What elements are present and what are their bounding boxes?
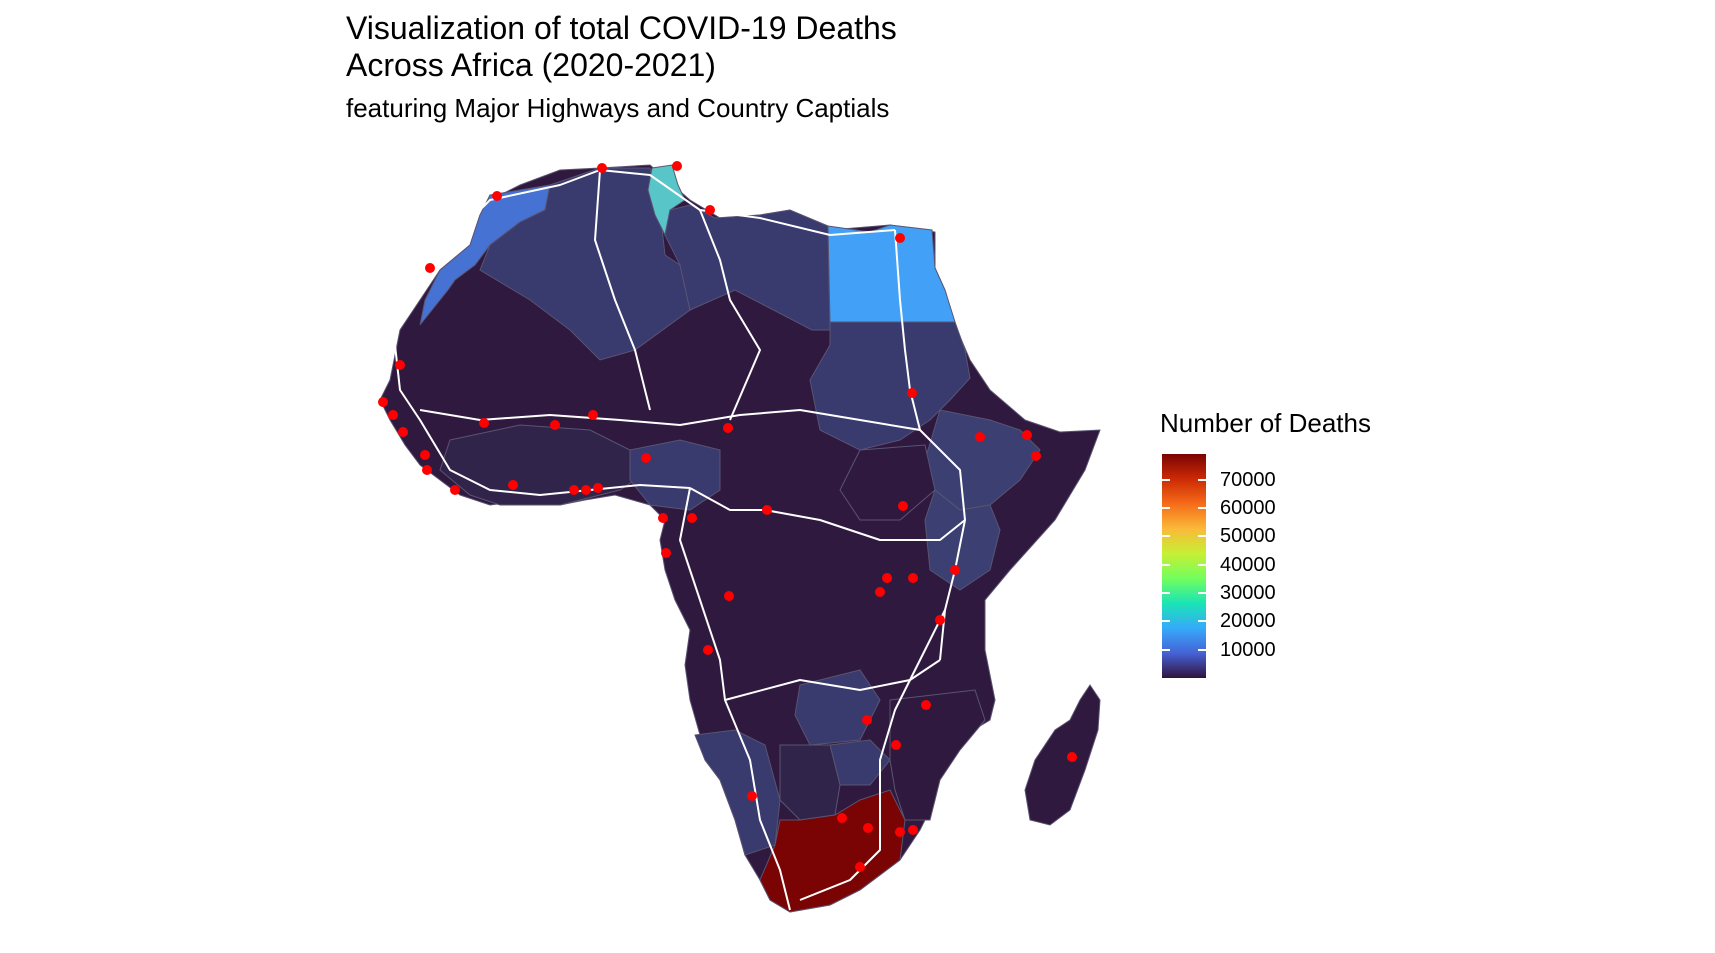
capital-marker <box>863 823 873 833</box>
legend-tick-label: 20000 <box>1220 610 1276 633</box>
south-africa-region <box>759 789 906 913</box>
capital-marker <box>762 505 772 515</box>
capital-marker <box>508 480 518 490</box>
capital-marker <box>724 591 734 601</box>
legend-tick-mark <box>1162 591 1170 594</box>
legend-tick-label: 50000 <box>1220 525 1276 548</box>
legend-tick-mark <box>1162 535 1170 538</box>
capital-marker <box>597 163 607 173</box>
highway-west-africa-coast <box>394 344 691 496</box>
capital-marker <box>661 548 671 558</box>
capital-marker <box>898 501 908 511</box>
capital-marker <box>641 453 651 463</box>
capital-marker <box>935 615 945 625</box>
capital-marker <box>723 423 733 433</box>
capital-marker <box>550 420 560 430</box>
capital-marker <box>581 485 591 495</box>
chart-subtitle: featuring Major Highways and Country Cap… <box>346 93 890 123</box>
botswana-region <box>779 744 841 821</box>
capital-marker <box>588 410 598 420</box>
capital-marker <box>1022 430 1032 440</box>
legend-gradient-rect <box>1162 454 1206 678</box>
legend-tick-label: 30000 <box>1220 581 1276 604</box>
capital-marker <box>908 573 918 583</box>
kenya-region <box>924 489 1001 591</box>
capital-marker <box>479 418 489 428</box>
legend-tick-mark <box>1198 506 1206 509</box>
capital-marker <box>703 645 713 655</box>
capital-marker <box>492 191 502 201</box>
legend-tick-mark <box>1198 535 1206 538</box>
capital-marker <box>862 715 872 725</box>
legend-color-bar <box>1162 454 1206 678</box>
legend-tick-label: 10000 <box>1220 638 1276 661</box>
capital-marker <box>895 827 905 837</box>
capital-marker <box>422 465 432 475</box>
capital-marker <box>907 388 917 398</box>
legend-tick-label: 40000 <box>1220 553 1276 576</box>
capital-marker <box>1067 752 1077 762</box>
capital-marker <box>450 485 460 495</box>
capital-marker <box>388 410 398 420</box>
highway-sahel <box>419 409 921 431</box>
capital-marker <box>420 450 430 460</box>
capital-marker <box>658 513 668 523</box>
highway-east-south <box>799 609 946 901</box>
mozambique-region <box>889 689 986 821</box>
capital-marker <box>950 565 960 575</box>
capital-marker <box>882 573 892 583</box>
madagascar-region <box>1024 684 1101 826</box>
south-sudan-region <box>839 444 936 521</box>
legend-tick-mark <box>1198 563 1206 566</box>
legend-tick-mark <box>1198 648 1206 651</box>
highway-trans-sahara-east <box>699 209 761 421</box>
legend-tick-mark <box>1198 478 1206 481</box>
capital-marker <box>569 485 579 495</box>
capital-marker <box>395 360 405 370</box>
capital-city-markers <box>378 161 1077 872</box>
namibia-region <box>694 729 781 856</box>
major-highways <box>394 169 966 911</box>
capital-marker <box>378 397 388 407</box>
capital-marker <box>672 161 682 171</box>
zambia-region <box>794 669 881 746</box>
highway-trans-sahara-west <box>594 169 651 411</box>
legend-tick-mark <box>1162 506 1170 509</box>
legend-tick-mark <box>1198 620 1206 623</box>
capital-marker <box>855 862 865 872</box>
country-regions <box>379 164 1101 913</box>
chart-title-line-2: Across Africa (2020-2021) <box>346 47 716 83</box>
legend-tick-mark <box>1162 648 1170 651</box>
legend-tick-label: 70000 <box>1220 468 1276 491</box>
capital-marker <box>837 813 847 823</box>
legend-tick-mark <box>1162 478 1170 481</box>
legend-tick-mark <box>1162 563 1170 566</box>
capital-marker <box>895 233 905 243</box>
legend-tick-mark <box>1198 591 1206 594</box>
capital-marker <box>687 513 697 523</box>
capital-marker <box>425 263 435 273</box>
legend-tick-label: 60000 <box>1220 496 1276 519</box>
capital-marker <box>975 432 985 442</box>
highway-cross-south <box>724 659 941 701</box>
capital-marker <box>891 740 901 750</box>
capital-marker <box>398 427 408 437</box>
capital-marker <box>875 587 885 597</box>
capital-marker <box>921 700 931 710</box>
legend-tick-mark <box>1162 620 1170 623</box>
capital-marker <box>908 825 918 835</box>
legend-title: Number of Deaths <box>1160 408 1371 438</box>
chart-title-line-1: Visualization of total COVID-19 Deaths <box>346 10 897 46</box>
highway-north-coast <box>419 169 896 271</box>
capital-marker <box>1031 451 1041 461</box>
capital-marker <box>705 205 715 215</box>
highway-central <box>689 487 966 541</box>
capital-marker <box>747 791 757 801</box>
highway-nile <box>894 229 966 661</box>
egypt-region <box>827 224 956 323</box>
capital-marker <box>593 483 603 493</box>
